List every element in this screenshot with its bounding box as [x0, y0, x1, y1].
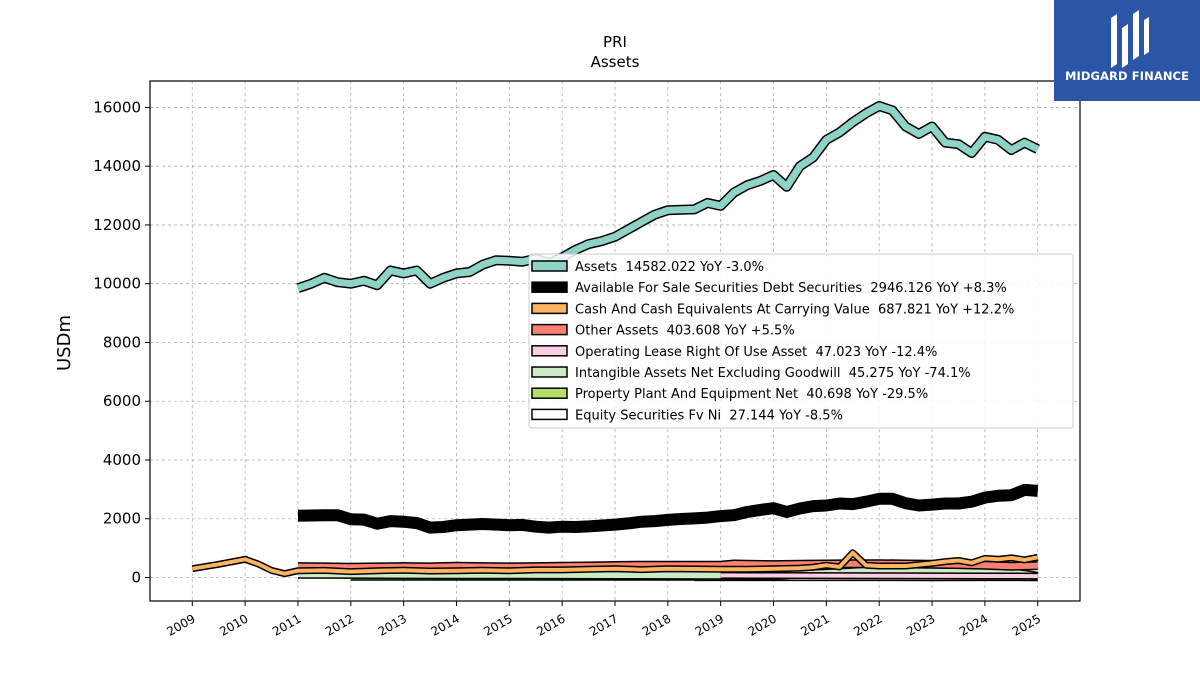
- legend-swatch: [531, 345, 568, 357]
- chart-title: PRI: [603, 33, 627, 51]
- series-line: [297, 567, 1039, 580]
- legend-label: Available For Sale Securities Debt Secur…: [575, 281, 1007, 296]
- series-line: [296, 102, 1040, 292]
- x-tick-label: 2023: [904, 611, 937, 638]
- x-tick-label: 2022: [851, 611, 884, 638]
- x-tick-label: 2025: [1010, 611, 1043, 638]
- series-line: [720, 573, 1038, 579]
- x-tick-label: 2014: [429, 611, 462, 638]
- y-axis-label: USDm: [54, 315, 75, 371]
- legend-item: Property Plant And Equipment Net 40.698 …: [531, 387, 928, 402]
- brand-mark-icon: [1111, 10, 1149, 68]
- series-line: [297, 485, 1039, 533]
- legend-swatch: [531, 366, 568, 378]
- x-tick-label: 2012: [323, 611, 356, 638]
- legend-swatch: [531, 323, 568, 336]
- legend-swatch: [531, 387, 568, 399]
- legend-item: Cash And Cash Equivalents At Carrying Va…: [531, 302, 1014, 317]
- legend-item: Other Assets 403.608 YoY +5.5%: [531, 323, 795, 339]
- y-tick-label: 2000: [103, 510, 141, 528]
- legend-label: Other Assets 403.608 YoY +5.5%: [575, 324, 795, 339]
- y-tick-label: 14000: [93, 157, 141, 175]
- x-tick-label: 2017: [587, 611, 620, 638]
- x-tick-label: 2020: [746, 611, 779, 638]
- y-tick-label: 8000: [103, 333, 141, 351]
- x-tick-label: 2011: [270, 611, 303, 638]
- legend-swatch: [531, 302, 568, 315]
- legend-item: Operating Lease Right Of Use Asset 47.02…: [531, 345, 937, 360]
- legend-item: Equity Securities Fv Ni 27.144 YoY -8.5%: [531, 408, 843, 423]
- x-tick-label: 2019: [693, 611, 726, 638]
- series-cash-and-cash-equivalents-at-carrying-value: [191, 549, 1039, 578]
- x-tick-label: 2018: [640, 611, 673, 638]
- legend-label: Property Plant And Equipment Net 40.698 …: [575, 387, 928, 402]
- series-operating-lease-right-of-use-asset: [720, 571, 1038, 580]
- y-tick-label: 16000: [93, 98, 141, 116]
- plot-frame: [149, 80, 1081, 602]
- series-available-for-sale-securities-debt-securities: [297, 483, 1039, 534]
- legend-item: Available For Sale Securities Debt Secur…: [531, 281, 1007, 296]
- legend-box: [528, 253, 1074, 429]
- x-tick-label: 2015: [481, 611, 514, 638]
- legend-swatch: [531, 408, 568, 421]
- y-tick-label: 0: [131, 568, 141, 586]
- brand-logo: MIDGARD FINANCE: [1054, 0, 1200, 101]
- y-tick-label: 12000: [93, 216, 141, 234]
- x-tick-label: 2016: [534, 611, 567, 638]
- legend-label: Operating Lease Right Of Use Asset 47.02…: [575, 345, 937, 360]
- series-assets: [296, 101, 1040, 293]
- series-intangible-assets-net-excluding-goodwill: [297, 565, 1039, 581]
- brand-name: MIDGARD FINANCE: [1064, 69, 1190, 83]
- y-tick-label: 4000: [103, 451, 141, 469]
- legend-label: Equity Securities Fv Ni 27.144 YoY -8.5%: [575, 408, 843, 423]
- legend-swatch: [531, 260, 568, 272]
- legend-item: Assets 14582.022 YoY -3.0%: [531, 260, 764, 275]
- x-tick-label: 2024: [957, 611, 990, 638]
- chart-subtitle: Assets: [591, 53, 640, 71]
- x-tick-label: 2010: [217, 611, 250, 638]
- legend-label: Cash And Cash Equivalents At Carrying Va…: [575, 302, 1014, 317]
- legend-label: Assets 14582.022 YoY -3.0%: [575, 260, 764, 275]
- x-tick-label: 2021: [798, 611, 831, 638]
- y-tick-label: 10000: [93, 275, 141, 293]
- y-tick-label: 6000: [103, 392, 141, 410]
- legend: Assets 14582.022 YoY -3.0% Available For …: [528, 253, 1074, 429]
- legend-label: Intangible Assets Net Excluding Goodwill…: [575, 366, 971, 381]
- series-line: [191, 550, 1039, 576]
- legend-item: Intangible Assets Net Excluding Goodwill…: [531, 366, 971, 381]
- x-tick-label: 2009: [164, 611, 197, 638]
- x-tick-label: 2013: [376, 611, 409, 638]
- legend-swatch: [531, 281, 568, 293]
- series-lines: [191, 101, 1040, 582]
